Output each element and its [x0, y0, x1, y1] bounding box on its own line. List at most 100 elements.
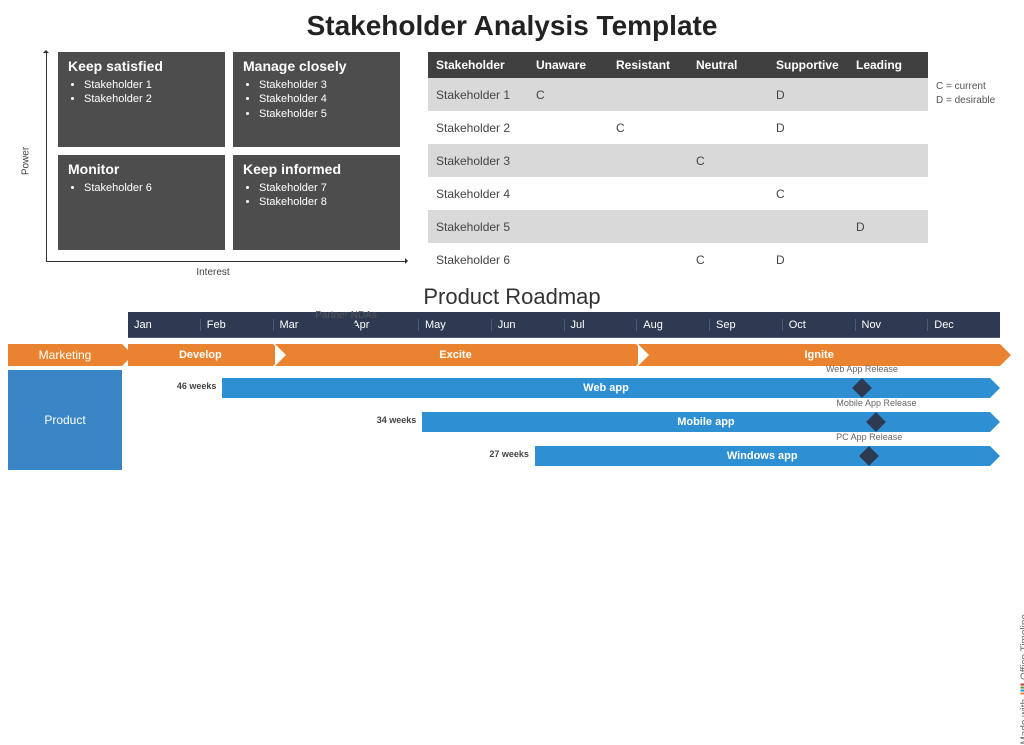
table-cell [848, 144, 928, 177]
table-cell: C [768, 177, 848, 210]
marketing-phase: Ignite [638, 344, 1000, 366]
table-cell: Stakeholder 5 [428, 210, 528, 243]
table-cell: Stakeholder 1 [428, 78, 528, 111]
quadrant-item: Stakeholder 5 [259, 107, 390, 121]
product-bar: Windows app [535, 446, 990, 466]
table-cell [528, 144, 608, 177]
swimlane-label-marketing: Marketing [8, 344, 122, 366]
quadrant-item: Stakeholder 6 [84, 181, 215, 195]
marketing-phase: Excite [275, 344, 637, 366]
table-row: Stakeholder 2CD [428, 111, 928, 144]
table-cell [608, 243, 688, 276]
bar-weeks-label: 27 weeks [489, 449, 535, 459]
month-cell: Jul [564, 319, 637, 331]
table-legend: C = currentD = desirable [936, 52, 1006, 276]
bar-weeks-label: 46 weeks [177, 381, 223, 391]
product-bar-row: Windows app27 weeksPC App Release [128, 446, 1000, 466]
product-bar: Mobile app [422, 412, 989, 432]
table-cell [688, 210, 768, 243]
table-cell [608, 144, 688, 177]
table-cell: C [688, 144, 768, 177]
month-cell: Jun [491, 319, 564, 331]
month-cell: Dec [927, 319, 1000, 331]
table-cell [768, 144, 848, 177]
office-timeline-icon [1021, 684, 1024, 695]
table-cell [688, 111, 768, 144]
milestone-label: PC App Release [836, 432, 902, 442]
month-cell: Oct [782, 319, 855, 331]
table-row: Stakeholder 5 D [428, 210, 928, 243]
table-cell: D [768, 78, 848, 111]
quadrant-item: Stakeholder 7 [259, 181, 390, 195]
power-interest-matrix: Power Interest Keep satisfiedStakeholder… [18, 46, 408, 276]
table-cell: C [528, 78, 608, 111]
bar-weeks-label: 34 weeks [377, 415, 423, 425]
table-cell: C [688, 243, 768, 276]
engagement-table-wrap: StakeholderUnawareResistantNeutralSuppor… [428, 46, 1006, 276]
table-cell: Stakeholder 4 [428, 177, 528, 210]
column-header: Leading [848, 52, 928, 78]
legend-line: C = current [936, 80, 1006, 94]
quadrant-item: Stakeholder 3 [259, 78, 390, 92]
table-row: Stakeholder 3C [428, 144, 928, 177]
table-cell [848, 111, 928, 144]
month-cell: Feb [200, 319, 273, 331]
column-header: Neutral [688, 52, 768, 78]
month-cell: Nov [855, 319, 928, 331]
product-bar-row: Web app46 weeksWeb App Release [128, 378, 1000, 398]
table-cell [848, 177, 928, 210]
quadrant-item: Stakeholder 1 [84, 78, 215, 92]
roadmap-title: Product Roadmap [0, 284, 1024, 310]
table-cell [848, 78, 928, 111]
quadrant-title: Manage closely [243, 58, 390, 74]
table-row: Stakeholder 1C D [428, 78, 928, 111]
month-cell: Sep [709, 319, 782, 331]
table-cell [688, 78, 768, 111]
month-cell: Jan [128, 319, 200, 331]
table-row: Stakeholder 4 C [428, 177, 928, 210]
legend-line: D = desirable [936, 94, 1006, 108]
table-cell: D [848, 210, 928, 243]
quadrant-title: Keep satisfied [68, 58, 215, 74]
table-cell [688, 177, 768, 210]
quadrant: Keep informed Stakeholder 7Stakeholder 8 [233, 155, 400, 250]
axis-x [46, 261, 406, 262]
column-header: Supportive [768, 52, 848, 78]
quadrant: Manage closelyStakeholder 3Stakeholder 4… [233, 52, 400, 147]
page-title: Stakeholder Analysis Template [0, 0, 1024, 46]
quadrant-item: Stakeholder 2 [84, 92, 215, 106]
bar-arrow-icon [990, 378, 1000, 398]
table-cell [848, 243, 928, 276]
column-header: Stakeholder [428, 52, 528, 78]
table-cell [608, 78, 688, 111]
milestone-label: Web App Release [826, 364, 898, 374]
table-cell [528, 210, 608, 243]
table-cell: D [768, 111, 848, 144]
quadrant: Keep satisfied Stakeholder 1Stakeholder 2 [58, 52, 225, 147]
quadrant-item: Stakeholder 8 [259, 195, 390, 209]
credit: Made with Office Timeline [1020, 614, 1024, 745]
table-row: Stakeholder 6 CD [428, 243, 928, 276]
quadrant-title: Monitor [68, 161, 215, 177]
product-bar: Web app [222, 378, 989, 398]
months-row: JanFebMarAprMayJunJulAugSepOctNovDec [128, 312, 1000, 338]
quadrant-title: Keep informed [243, 161, 390, 177]
product-roadmap: Product Roadmap Partner NDAs JanFebMarAp… [0, 284, 1024, 470]
engagement-table: StakeholderUnawareResistantNeutralSuppor… [428, 52, 928, 276]
table-cell [608, 210, 688, 243]
column-header: Unaware [528, 52, 608, 78]
milestone-label: Mobile App Release [836, 398, 916, 408]
month-cell: Aug [636, 319, 709, 331]
table-cell: C [608, 111, 688, 144]
table-cell: D [768, 243, 848, 276]
table-cell [768, 210, 848, 243]
table-cell [608, 177, 688, 210]
bar-arrow-icon [990, 412, 1000, 432]
table-cell [528, 177, 608, 210]
quadrant: Monitor Stakeholder 6 [58, 155, 225, 250]
bar-arrow-icon [990, 446, 1000, 466]
swimlane-label-product: Product [8, 370, 122, 470]
table-cell: Stakeholder 6 [428, 243, 528, 276]
month-cell: May [418, 319, 491, 331]
table-cell [528, 111, 608, 144]
